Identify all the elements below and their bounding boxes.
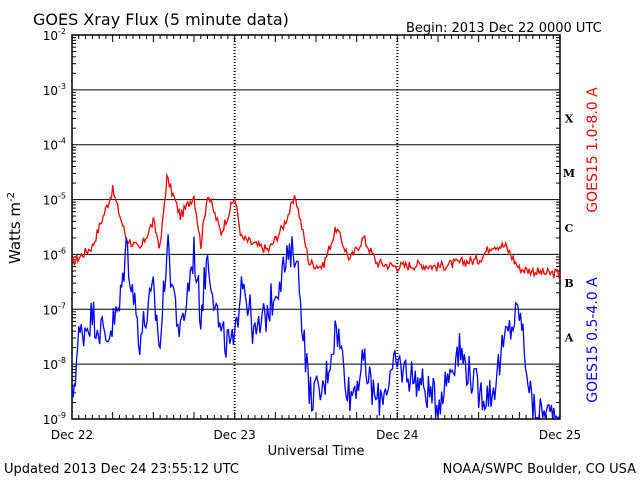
- plot-frame: [71, 34, 561, 420]
- updated-timestamp: Updated 2013 Dec 24 23:55:12 UTC: [4, 462, 239, 477]
- y-axis-label: Watts m-2: [6, 192, 24, 264]
- y-tick-label: 10-6: [43, 246, 66, 262]
- y-tick-label: 10-7: [43, 301, 66, 317]
- series-line-short-channel: [71, 234, 561, 420]
- flare-class-label: M: [563, 167, 575, 180]
- y-tick-label: 10-3: [43, 82, 66, 98]
- y-axis-label-text: Watts m: [6, 202, 24, 264]
- series-line-long-channel: [71, 172, 561, 279]
- begin-time-label: Begin: 2013 Dec 22 0000 UTC: [406, 21, 602, 36]
- legend-short-channel: GOES15 0.5-4.0 A: [585, 277, 601, 403]
- y-tick-label: 10-8: [43, 356, 66, 372]
- flare-class-label: A: [564, 332, 574, 345]
- y-axis-label-exponent: -2: [6, 192, 17, 202]
- x-tick-label: Dec 22: [51, 428, 93, 442]
- plot-area: 10-9 10-8 10-7 10-6 10-5 10-4 10-3 10-2 Dec 22 De…: [43, 27, 581, 442]
- x-axis-label: Universal Time: [268, 444, 365, 459]
- flare-class-label: X: [565, 112, 574, 125]
- flare-class-label: B: [564, 277, 573, 290]
- y-tick-label: 10-5: [43, 192, 66, 208]
- x-tick-label: Dec 24: [376, 428, 418, 442]
- legend-long-channel: GOES15 1.0-8.0 A: [585, 87, 601, 213]
- agency-credit: NOAA/SWPC Boulder, CO USA: [443, 462, 636, 477]
- x-tick-label: Dec 25: [539, 428, 581, 442]
- x-tick-label: Dec 23: [214, 428, 256, 442]
- y-tick-label: 10-2: [43, 27, 66, 43]
- flare-class-label: C: [565, 222, 574, 235]
- chart-title: GOES Xray Flux (5 minute data): [33, 10, 289, 29]
- y-tick-label: 10-4: [43, 137, 66, 153]
- y-tick-label: 10-9: [43, 411, 66, 427]
